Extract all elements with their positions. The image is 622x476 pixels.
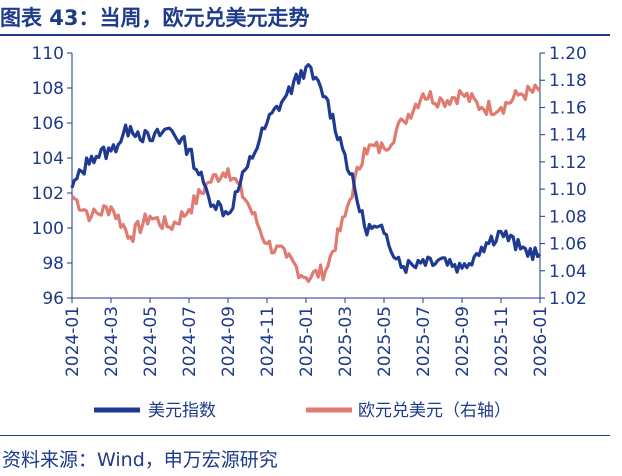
- chart-title: 图表 43：当周，欧元兑美元走势: [0, 6, 310, 30]
- x-tick-label: 2025-09: [453, 306, 473, 377]
- right-tick-label: 1.18: [549, 71, 587, 91]
- right-tick-label: 1.20: [549, 44, 587, 64]
- right-tick-label: 1.04: [549, 262, 587, 282]
- x-tick-label: 2025-07: [414, 306, 434, 377]
- left-tick-label: 102: [32, 184, 64, 204]
- title-underline: [0, 34, 610, 36]
- right-tick-label: 1.12: [549, 153, 587, 173]
- eurusd-line: [70, 83, 542, 283]
- footer-rule: [0, 435, 610, 436]
- x-tick-label: 2024-03: [102, 306, 122, 377]
- legend-label-eurusd: 欧元兑美元（右轴）: [358, 401, 511, 421]
- left-tick-label: 100: [32, 219, 64, 239]
- axes-group: 96 98 100 102 104 106 108 110 1.02 1.04 1.06 1.08 1.…: [32, 44, 587, 377]
- left-tick-label: 108: [32, 79, 64, 99]
- right-tick-label: 1.14: [549, 126, 587, 146]
- x-tick-label: 2026-01: [531, 306, 551, 377]
- right-tick-label: 1.08: [549, 207, 587, 227]
- x-tick-label: 2025-01: [297, 306, 317, 377]
- x-tick-label: 2024-05: [141, 306, 161, 377]
- x-tick-label: 2024-01: [63, 306, 83, 377]
- right-tick-label: 1.06: [549, 235, 587, 255]
- right-tick-label: 1.10: [549, 180, 587, 200]
- legend: 美元指数 欧元兑美元（右轴）: [94, 401, 511, 421]
- x-tick-label: 2024-11: [258, 306, 278, 377]
- series-group: [70, 63, 542, 283]
- left-tick-label: 104: [32, 149, 64, 169]
- x-tick-label: 2025-03: [336, 306, 356, 377]
- left-tick-label: 96: [42, 289, 64, 309]
- left-tick-label: 98: [42, 254, 64, 274]
- legend-label-dollar-index: 美元指数: [148, 401, 216, 421]
- chart-canvas: 96 98 100 102 104 106 108 110 1.02 1.04 1.06 1.08 1.…: [32, 44, 587, 421]
- left-tick-label: 106: [32, 114, 64, 134]
- x-tick-label: 2025-11: [492, 306, 512, 377]
- right-tick-label: 1.02: [549, 289, 587, 309]
- x-tick-label: 2024-07: [180, 306, 200, 377]
- source-note: 资料来源：Wind，申万宏源研究: [2, 449, 278, 471]
- left-tick-label: 110: [32, 44, 64, 64]
- right-tick-label: 1.16: [549, 98, 587, 118]
- x-tick-label: 2025-05: [375, 306, 395, 377]
- x-tick-label: 2024-09: [219, 306, 239, 377]
